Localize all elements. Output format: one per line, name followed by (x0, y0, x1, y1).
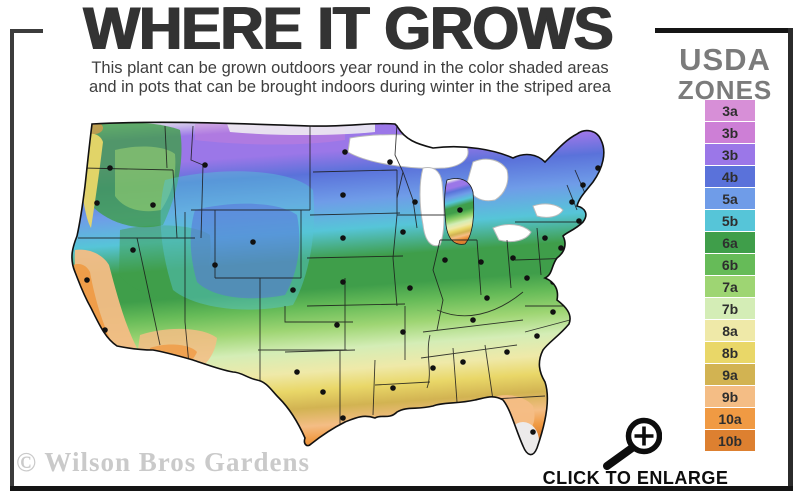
subtitle-line-2: and in pots that can be brought indoors … (89, 78, 611, 96)
frame-left-line (10, 29, 14, 489)
legend-heading-zones: ZONES (677, 75, 773, 105)
legend-zone-7a: 7a (705, 276, 755, 297)
subtitle-line-1: This plant can be grown outdoors year ro… (91, 59, 609, 77)
region-rockies-blue (190, 203, 300, 299)
region-greatbasin-green (119, 225, 211, 299)
legend-zone-3a: 3a (705, 100, 755, 121)
legend-zone-5a: 5a (705, 188, 755, 209)
legend-zone-10b: 10b (705, 430, 755, 451)
legend-zone-9a: 9a (705, 364, 755, 385)
legend-zone-10a: 10a (705, 408, 755, 429)
magnifier-plus-icon[interactable] (598, 410, 662, 472)
legend-zone-5b: 5b (705, 210, 755, 231)
legend-heading: USDA ZONES (660, 44, 790, 103)
legend-zone-8b: 8b (705, 342, 755, 363)
legend-zone-9b: 9b (705, 386, 755, 407)
legend-zone-list: 3a 3b 3b 4b 5a 5b 6a 6b 7a 7b 8a 8b 9a 9b 10a 10b (705, 100, 755, 452)
frame-top-left-line (10, 29, 43, 33)
usa-map-svg (71, 121, 605, 456)
subtitle: This plant can be grown outdoors year ro… (35, 59, 665, 97)
region-florida-striped-tip (507, 422, 539, 455)
legend-zone-4b: 4b (705, 166, 755, 187)
lake-michigan (419, 167, 445, 247)
click-to-enlarge-button[interactable]: CLICK TO ENLARGE (542, 468, 729, 488)
legend-heading-usda: USDA (679, 42, 771, 77)
legend-zone-3b: 3b (705, 122, 755, 143)
frame-right-line (788, 28, 793, 491)
state-boundaries (78, 123, 593, 432)
legend-zone-3b: 3b (705, 144, 755, 165)
region-pnw-lightgreen (115, 146, 176, 212)
usa-zones-map[interactable] (45, 110, 645, 465)
watermark: © Wilson Bros Gardens (16, 447, 310, 477)
region-arizona-orange (149, 344, 197, 369)
legend-zone-7b: 7b (705, 298, 755, 319)
frame-bottom-line (10, 486, 793, 491)
page-title: WHERE IT GROWS (83, 0, 613, 62)
lake-ontario (532, 203, 564, 218)
frame-top-right-line (655, 28, 793, 33)
region-california-orange (72, 263, 113, 346)
legend-zone-8a: 8a (705, 320, 755, 341)
legend-zone-6a: 6a (705, 232, 755, 253)
legend-zone-6b: 6b (705, 254, 755, 275)
